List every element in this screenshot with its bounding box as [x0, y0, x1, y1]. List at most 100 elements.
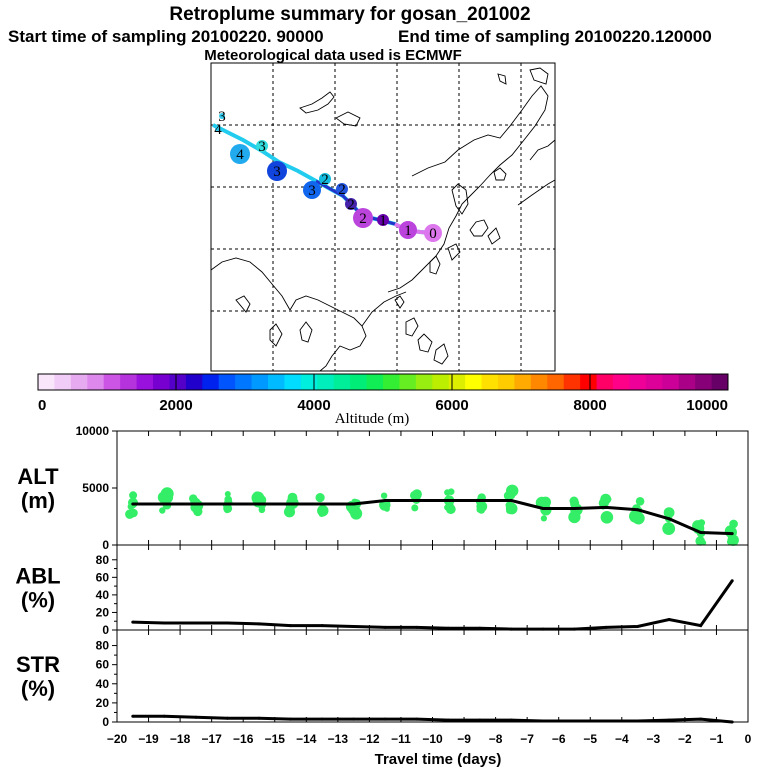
track-marker	[377, 214, 389, 226]
series-line	[132, 579, 734, 631]
data-point	[131, 502, 135, 506]
data-point	[257, 622, 261, 626]
y-tick-label: 80	[96, 639, 110, 653]
data-point	[257, 716, 261, 720]
y-tick-label: 40	[96, 677, 110, 691]
data-point	[352, 502, 356, 506]
colorbar-axis-label: Altitude (m)	[335, 411, 410, 427]
x-tick-label: −15	[265, 732, 286, 746]
colorbar-swatch	[645, 374, 663, 390]
data-point	[730, 579, 734, 583]
series-line	[132, 714, 733, 724]
data-point	[541, 507, 545, 510]
figure-title: Retroplume summary for gosan_201002	[169, 4, 530, 25]
colorbar-swatch	[268, 374, 285, 390]
track-marker	[303, 181, 321, 199]
x-tick-label: −7	[520, 732, 534, 746]
colorbar-tick-label: 6000	[435, 397, 468, 414]
panel-label: ABL	[15, 564, 60, 589]
colorbar-swatch	[399, 374, 417, 390]
data-point	[289, 624, 292, 628]
y-tick-label: 60	[96, 570, 110, 584]
x-tick-label: −9	[457, 732, 471, 746]
colorbar-swatch	[662, 374, 680, 390]
colorbar-swatch	[218, 374, 236, 390]
data-point	[194, 502, 198, 506]
colorbar-swatch	[580, 374, 597, 390]
colorbar-swatch	[448, 374, 466, 390]
colorbar-swatch	[153, 374, 170, 390]
y-tick-label: 10000	[76, 424, 110, 438]
series-line	[132, 499, 733, 536]
data-point	[446, 626, 450, 630]
track-marker	[267, 161, 287, 181]
track-marker-label: 2	[321, 172, 329, 188]
scatter-point	[348, 505, 357, 515]
track-marker	[424, 224, 442, 242]
track-marker-label: 3	[258, 139, 266, 155]
data-point	[573, 719, 576, 723]
colorbar-swatch	[300, 374, 318, 390]
track-marker-label: 4	[214, 122, 222, 138]
track-marker-label: 1	[379, 213, 387, 229]
scatter-point	[568, 510, 581, 524]
data-point	[289, 717, 292, 721]
data-point	[131, 714, 135, 718]
data-point	[162, 621, 166, 625]
scatter-point	[570, 500, 578, 508]
track-marker-label: 2	[359, 211, 367, 227]
scatter-point	[506, 507, 513, 514]
colorbar-swatch	[202, 374, 220, 390]
panel-unit-label: (m)	[21, 488, 55, 513]
track-marker-label: 3	[218, 109, 226, 125]
track-marker-label: 1	[404, 223, 412, 239]
x-tick-label: −1	[710, 732, 724, 746]
data-point	[225, 621, 229, 625]
colorbar-swatch	[678, 374, 696, 390]
data-point	[257, 502, 261, 506]
scatter-point	[536, 497, 546, 507]
colorbar-tick-labels: 0 2000 4000 6000 8000 10000	[38, 374, 728, 414]
panel-frame	[116, 544, 749, 631]
data-point	[636, 719, 640, 723]
abl-panel: 80 60 40 20 0 ABL(%)	[15, 544, 749, 637]
scatter-point	[159, 507, 166, 514]
scatter-point	[129, 491, 138, 500]
colorbar-swatch	[70, 374, 88, 390]
colorbar-swatch	[333, 374, 351, 390]
colorbar-swatch	[350, 374, 367, 390]
colorbar-swatch	[235, 374, 252, 390]
scatter-point	[224, 507, 231, 514]
x-tick-label: −5	[583, 732, 597, 746]
scatter-point	[606, 496, 612, 502]
data-point	[730, 532, 734, 536]
track-marker	[353, 208, 373, 228]
x-tick-label: −14	[296, 732, 317, 746]
colorbar-swatch	[613, 374, 630, 390]
track-marker	[219, 113, 225, 119]
colorbar-swatch	[465, 374, 482, 390]
x-tick-label: −10	[422, 732, 443, 746]
data-point	[162, 502, 166, 506]
data-point	[478, 499, 482, 502]
panel-frame	[116, 430, 749, 546]
data-point	[383, 717, 387, 721]
time-series-panels: 1000050000ALT(m)806040200ABL(%)806040200…	[15, 424, 749, 729]
colorbar-tick-label: 8000	[573, 397, 606, 414]
y-tick-label: 40	[96, 588, 110, 602]
y-tick-label: 80	[96, 553, 110, 567]
data-point	[289, 502, 292, 506]
data-point	[509, 499, 513, 502]
y-tick-label: 20	[96, 605, 110, 619]
scatter-point	[224, 491, 231, 497]
scatter-point	[635, 497, 645, 506]
data-point	[194, 715, 198, 719]
str-panel: 80 60 40 20 0 STR(%)	[16, 629, 749, 729]
x-tick-label: −2	[678, 732, 692, 746]
data-point	[604, 505, 608, 509]
scatter-point	[161, 491, 174, 504]
x-axis-label: Travel time (days)	[375, 751, 502, 768]
track-marker-label: 2	[338, 182, 346, 198]
data-point	[446, 499, 450, 502]
colorbar-swatch	[695, 374, 712, 390]
